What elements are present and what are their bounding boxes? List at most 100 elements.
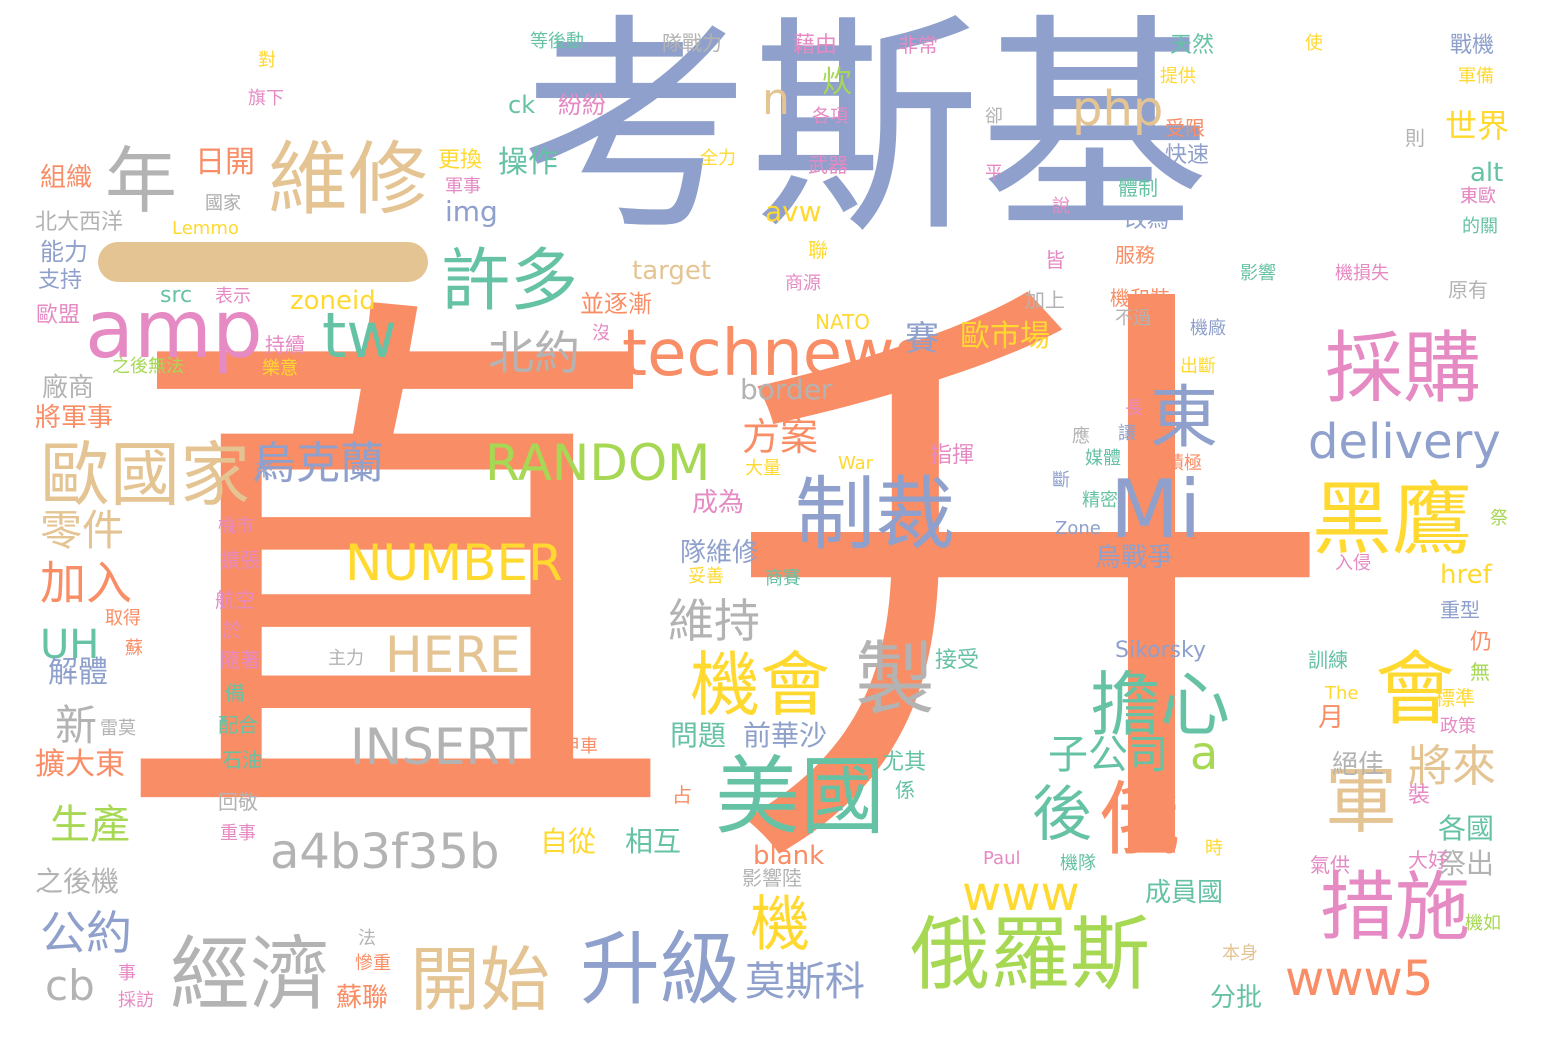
word-94: 問題 [670,719,727,752]
word-5: 維修 [268,133,428,226]
word-155: 機市 [218,516,254,537]
word-101: 各國 [1438,812,1495,845]
word-43: 零件 [40,506,125,555]
word-63: 支持 [38,268,83,293]
word-95: 前華沙 [743,719,828,752]
word-69: 擴大東 [35,747,125,782]
word-19: 烏克蘭 [252,438,384,489]
word-129: 聯 [808,238,828,262]
word-78: alt [1470,158,1504,188]
word-107: 標準 [1435,686,1475,710]
word-132: 體制 [1118,176,1158,200]
word-55: 歐市場 [960,319,1050,354]
word-171: 係 [895,778,915,802]
word-150: 並積極 [1148,453,1202,474]
word-133: 影響 [1240,263,1276,284]
word-28: 升級 [580,923,740,1016]
word-81: NATO [815,310,871,334]
word-158: 於 [222,618,242,642]
word-31: 機會 [690,644,830,726]
word-119: 提供 [1160,66,1196,87]
word-106: 重型 [1440,598,1480,622]
word-yi-bar [98,242,428,282]
word-114: 非常 [898,33,938,57]
word-122: 全力 [700,148,736,169]
word-52: 新 [55,701,98,750]
word-56: 後 [1032,780,1092,850]
word-35: 軍 [1325,759,1398,843]
word-15: Mi [1110,463,1202,556]
word-24: INSERT [350,718,528,776]
word-65: 廠商 [42,373,95,403]
word-157: 航空 [215,588,255,612]
word-11: 採購 [1325,324,1482,414]
word-61: 北大西洋 [35,210,124,235]
word-85: The [1325,683,1359,704]
word-134: 機損失 [1335,263,1389,284]
word-110: 軍備 [1458,66,1494,87]
word-111: 等後動 [530,31,584,52]
word-142: 沒 [592,323,610,344]
word-198: 平 [985,163,1003,184]
word-46: 維持 [668,594,760,648]
word-183: 蘇聯 [336,983,389,1013]
word-83: War [838,453,874,474]
word-53: 賽 [905,319,939,359]
word-44: 公約 [40,906,132,960]
word-189: 無 [1470,660,1490,684]
word-49: a [1190,726,1219,780]
word-117: 對 [258,50,276,71]
word-6: 年 [105,139,178,223]
word-82: Zone [1055,518,1101,539]
word-104: 月 [1318,703,1345,733]
word-124: 國家 [205,193,241,214]
word-21: delivery [1308,414,1501,470]
word-93: 成為 [692,488,745,518]
word-173: 時 [1205,838,1223,859]
word-12: 東 [1150,379,1219,458]
word-131: 改為 [1125,208,1170,233]
word-185: 蘇 [125,638,143,659]
word-66: 將軍事 [35,403,114,433]
word-40: 北約 [488,326,580,380]
word-72: zoneid [290,286,376,316]
word-161: 配合 [218,713,258,737]
word-165: 占 [672,783,692,807]
word-98: 烏戰爭 [1095,543,1174,573]
word-76: blank [753,841,825,871]
word-164: 重事 [220,823,256,844]
word-118: 旗下 [248,88,284,109]
word-199: 的關 [1462,216,1498,237]
word-182: 採訪 [118,990,154,1011]
word-17: 黑鷹 [1312,473,1472,566]
word-50: cb [45,961,95,1010]
word-2: 考斯基 [520,0,1211,263]
word-73: target [632,256,712,286]
word-47: 子公司 [1048,732,1168,778]
word-136: 加上 [1025,288,1065,312]
word-8: tw [322,299,398,372]
word-102: 祭出 [1438,847,1495,880]
word-80: Sikorsky [1115,638,1206,663]
word-86: Lemmo [172,218,239,239]
word-179: 法 [358,928,376,949]
word-192: 妥善 [688,566,724,587]
word-62: 能力 [40,238,88,266]
word-79: ck [508,91,536,119]
word-27: 俄羅斯 [910,908,1150,1001]
word-153: 大量 [745,458,781,479]
word-188: 仍 [1470,630,1493,655]
word-0: 直 [115,254,675,906]
word-109: 戰機 [1450,33,1495,58]
word-181: 事 [118,963,136,984]
word-162: 石油 [222,748,262,772]
word-112: 隊戰力 [662,31,722,55]
word-48: 莫斯科 [745,959,865,1005]
word-144: 出斷 [1180,356,1216,377]
word-151: 精密 [1082,490,1118,511]
word-138: 機廠 [1190,318,1226,339]
word-16: 制裁 [795,468,955,561]
word-74: avw [765,195,822,228]
word-108: 政策 [1440,716,1476,737]
